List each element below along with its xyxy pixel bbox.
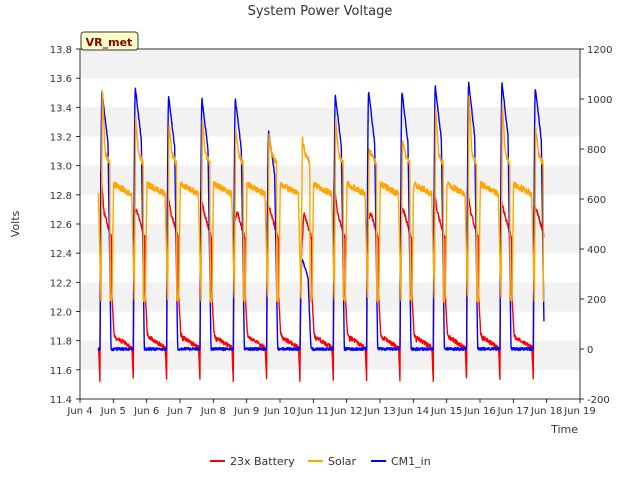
axes: 11.4 11.6 11.8 12.0 12.2 12.4 12.6 12.8 13.0 13.2… bbox=[50, 45, 613, 417]
x-tick-label: Jun 12 bbox=[330, 406, 363, 417]
x-tick-label: Jun 7 bbox=[166, 406, 192, 417]
x-tick-label: Jun 13 bbox=[363, 406, 396, 417]
y2-tick-label: 200 bbox=[587, 295, 606, 306]
y-tick-label: 12.6 bbox=[50, 220, 72, 231]
legend-label-cm1-in: CM1_in bbox=[391, 455, 431, 468]
series-layer bbox=[97, 81, 545, 383]
y2-tick-label: 400 bbox=[587, 245, 606, 256]
chart-title: System Power Voltage bbox=[248, 4, 393, 19]
x-axis-label: Time bbox=[550, 423, 578, 436]
legend-item-solar[interactable]: Solar bbox=[308, 455, 357, 468]
vr-met-box bbox=[80, 31, 139, 51]
grid-bands bbox=[80, 49, 580, 370]
x-tick-label: Jun 6 bbox=[133, 406, 159, 417]
y-axis-label: Volts bbox=[9, 210, 22, 237]
x-tick-label: Jun 9 bbox=[233, 406, 259, 417]
y2-tick-label: 1000 bbox=[587, 95, 612, 106]
y-tick-label: 12.4 bbox=[50, 249, 72, 260]
y-tick-label: 11.8 bbox=[50, 337, 72, 348]
legend-item-battery[interactable]: 23x Battery bbox=[210, 455, 295, 468]
y-tick-label: 11.6 bbox=[50, 366, 72, 377]
x-tick-label: Jun 10 bbox=[263, 406, 296, 417]
y-tick-label: 12.0 bbox=[50, 308, 72, 319]
legend: 23x Battery Solar CM1_in bbox=[210, 455, 431, 468]
series-line-cm1-in bbox=[97, 81, 545, 352]
y-tick-label: 12.2 bbox=[50, 278, 72, 289]
x-tick-label: Jun 18 bbox=[530, 406, 563, 417]
y-tick-label: 13.8 bbox=[50, 45, 72, 56]
legend-item-cm1-in[interactable]: CM1_in bbox=[371, 455, 431, 468]
x-tick-label: Jun 8 bbox=[200, 406, 226, 417]
x-tick-label: Jun 4 bbox=[66, 406, 92, 417]
grid-band bbox=[80, 224, 580, 254]
x-tick-label: Jun 15 bbox=[430, 406, 463, 417]
y2-tick-label: 800 bbox=[587, 145, 606, 156]
x-tick-label: Jun 14 bbox=[397, 406, 430, 417]
grid-band bbox=[80, 49, 580, 79]
series-line-solar bbox=[97, 90, 545, 303]
x-tick-label: Jun 17 bbox=[497, 406, 530, 417]
y-tick-label: 12.8 bbox=[50, 191, 72, 202]
y2-tick-label: 0 bbox=[587, 345, 593, 356]
x-tick-label: Jun 11 bbox=[297, 406, 330, 417]
x-tick-label: Jun 5 bbox=[100, 406, 126, 417]
legend-label-battery: 23x Battery bbox=[230, 455, 295, 468]
grid-band bbox=[80, 107, 580, 137]
y-tick-label: 11.4 bbox=[50, 395, 72, 406]
y2-tick-label: -200 bbox=[587, 395, 610, 406]
vr-met-annotation: VR_met bbox=[80, 31, 139, 51]
series-line-23x-battery bbox=[97, 170, 545, 383]
grid-band bbox=[80, 282, 580, 312]
y2-tick-label: 1200 bbox=[587, 45, 612, 56]
x-tick-label: Jun 16 bbox=[463, 406, 496, 417]
y-tick-label: 13.4 bbox=[50, 103, 72, 114]
y-tick-label: 13.0 bbox=[50, 162, 72, 173]
y-tick-label: 13.6 bbox=[50, 74, 72, 85]
x-tick-label: Jun 19 bbox=[563, 406, 596, 417]
vr-met-label: VR_met bbox=[86, 36, 133, 49]
y-tick-label: 13.2 bbox=[50, 133, 72, 144]
legend-label-solar: Solar bbox=[328, 455, 357, 468]
y2-tick-label: 600 bbox=[587, 195, 606, 206]
